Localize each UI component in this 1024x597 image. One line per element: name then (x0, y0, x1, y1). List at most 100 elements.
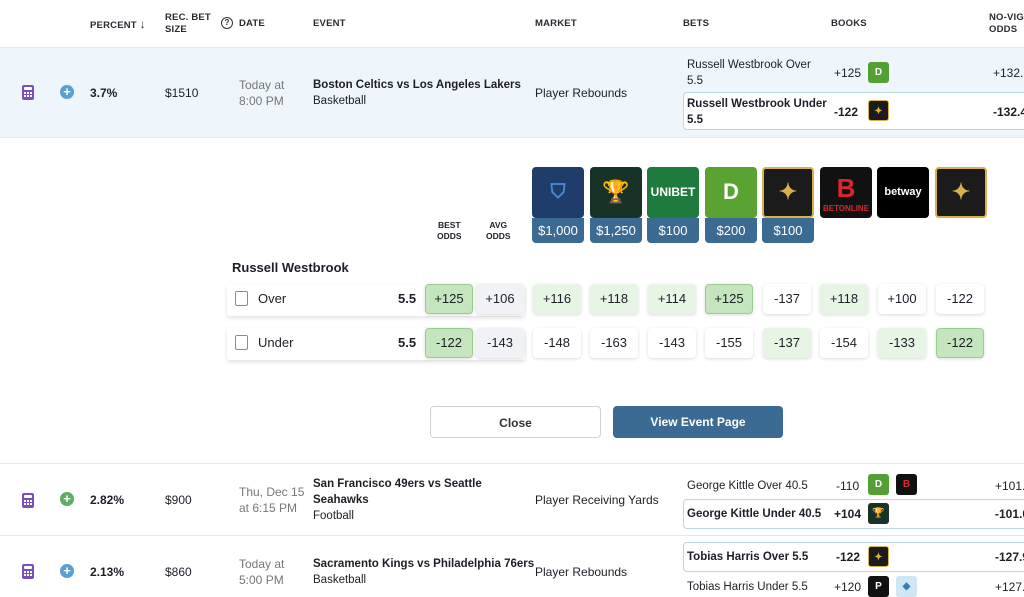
over-odds-betrivers[interactable]: -137 (763, 284, 811, 314)
col-percent-header[interactable]: PERCENT ↓ (90, 17, 146, 31)
draftkings-book-icon[interactable]: D (868, 474, 889, 495)
player-name: Russell Westbrook (232, 260, 349, 275)
under-odds-betrivers-2[interactable]: -122 (936, 328, 984, 358)
bet-name-line-2: 5.5 (687, 75, 703, 87)
calculator-icon[interactable] (22, 85, 34, 100)
under-odds-draftkings[interactable]: -155 (705, 328, 753, 358)
over-odds-betrivers-2[interactable]: -122 (936, 284, 984, 314)
no-vig-odds: -101.0 (995, 507, 1024, 521)
over-odds-caesars[interactable]: +118 (590, 284, 638, 314)
expand-icon[interactable]: + (60, 492, 74, 506)
event-name[interactable]: San Francisco 49ers vs Seattle (313, 478, 482, 490)
under-best-odds[interactable]: -122 (425, 328, 473, 358)
under-odds-caesars[interactable]: -163 (590, 328, 638, 358)
bet-odds: +125 (834, 66, 862, 80)
best-bet-box[interactable] (683, 542, 1024, 572)
unibet-logo: UNIBET (647, 167, 699, 218)
bet-name-line-1: Russell Westbrook Under (687, 98, 827, 110)
bet-name-line-1: Russell Westbrook Over (687, 59, 811, 71)
book-limit: $100 (647, 218, 699, 243)
calculator-icon[interactable] (22, 564, 34, 579)
bet-odds: +104 (834, 507, 862, 521)
col-market-header: MARKET (535, 18, 577, 29)
table-row[interactable]: + 3.7% $1510 Today at 8:00 PM Boston Cel… (0, 48, 1024, 138)
col-date-header: DATE (239, 18, 265, 29)
date-line-2: at 6:15 PM (239, 501, 298, 515)
under-odds-fanduel[interactable]: -148 (533, 328, 581, 358)
betonline-book-icon[interactable]: B (896, 474, 917, 495)
under-odds-betway[interactable]: -133 (878, 328, 926, 358)
bet-odds: -122 (834, 105, 859, 119)
ticket-icon (235, 335, 248, 350)
under-odds-betrivers[interactable]: -137 (763, 328, 811, 358)
bet-odds: -110 (836, 479, 860, 493)
betrivers-logo: ✦ (762, 167, 814, 218)
caesars-logo: 🏆 (590, 167, 642, 218)
bet-name: Tobias Harris Over 5.5 (687, 551, 809, 563)
bet-name: George Kittle Over 40.5 (687, 480, 808, 492)
bet-odds: +120 (834, 580, 862, 594)
betrivers-logo: ✦ (935, 167, 987, 218)
bet-odds: -122 (836, 550, 861, 564)
close-button[interactable]: Close (430, 406, 601, 438)
bet-size-value: $1510 (165, 86, 199, 100)
expand-icon[interactable]: + (60, 85, 74, 99)
date-line-1: Today at (239, 557, 285, 571)
book-limit: $200 (705, 218, 757, 243)
table-row[interactable]: + 2.13% $860 Today at 5:00 PM Sacramento… (0, 536, 1024, 597)
col-no-vig-header: NO-VIG ODDS (989, 12, 1024, 35)
percent-value: 3.7% (90, 86, 118, 100)
over-odds-fanduel[interactable]: +116 (533, 284, 581, 314)
betrivers-book-icon[interactable]: ✦ (868, 100, 889, 121)
over-odds-unibet[interactable]: +114 (648, 284, 696, 314)
table-row[interactable]: + 2.82% $900 Thu, Dec 15 at 6:15 PM San … (0, 464, 1024, 536)
market-value: Player Receiving Yards (535, 493, 659, 507)
betway-logo: betway (877, 167, 929, 218)
over-avg-odds: +106 (476, 284, 524, 314)
help-icon[interactable]: ? (221, 17, 233, 29)
book-limit: $1,250 (590, 218, 642, 243)
bet-name: Tobias Harris Under 5.5 (687, 581, 808, 593)
under-odds-unibet[interactable]: -143 (648, 328, 696, 358)
market-value: Player Rebounds (535, 86, 628, 100)
sort-arrow-icon[interactable]: ↓ (139, 17, 146, 31)
event-name[interactable]: Boston Celtics vs Los Angeles Lakers (313, 79, 521, 91)
event-name[interactable]: Sacramento Kings vs Philadelphia 76ers (313, 558, 535, 570)
date-line-2: 5:00 PM (239, 573, 284, 587)
view-event-page-button[interactable]: View Event Page (613, 406, 783, 438)
over-odds-betonline[interactable]: +118 (820, 284, 868, 314)
event-name-line-2[interactable]: Seahawks (313, 494, 369, 506)
caesars-book-icon[interactable]: 🏆 (868, 503, 889, 524)
event-sport: Basketball (313, 95, 367, 107)
bet-size-value: $860 (165, 565, 192, 579)
best-bet-box[interactable] (683, 499, 1024, 529)
over-best-odds[interactable]: +125 (425, 284, 473, 314)
book-icon[interactable]: ◆ (896, 576, 917, 597)
over-odds-betway[interactable]: +100 (878, 284, 926, 314)
event-sport: Basketball (313, 574, 367, 586)
no-vig-odds: +101. (995, 479, 1024, 493)
market-value: Player Rebounds (535, 565, 628, 579)
expand-icon[interactable]: + (60, 564, 74, 578)
draftkings-book-icon[interactable]: D (868, 62, 889, 83)
under-odds-betonline[interactable]: -154 (820, 328, 868, 358)
best-bet-box[interactable] (683, 92, 1024, 130)
date-line-2: 8:00 PM (239, 94, 284, 108)
calculator-icon[interactable] (22, 493, 34, 508)
fanduel-logo: ⛉ (532, 167, 584, 218)
avg-odds-label: AVG ODDS (486, 220, 511, 241)
date-line-1: Today at (239, 78, 285, 92)
over-odds-draftkings[interactable]: +125 (705, 284, 753, 314)
bet-size-value: $900 (165, 493, 192, 507)
percent-value: 2.82% (90, 493, 125, 507)
col-bets-header: BETS (683, 18, 710, 29)
draftkings-logo: D (705, 167, 757, 218)
no-vig-odds: -127.9 (995, 550, 1024, 564)
no-vig-odds: +127. (995, 580, 1024, 594)
detail-panel: ⛉ 🏆 UNIBET D ✦ B BETONLINE betway ✦ (0, 138, 1024, 464)
pointsbet-book-icon[interactable]: P (868, 576, 889, 597)
betrivers-book-icon[interactable]: ✦ (868, 546, 889, 567)
bet-name: George Kittle Under 40.5 (687, 508, 822, 520)
event-sport: Football (313, 510, 354, 522)
percent-value: 2.13% (90, 565, 125, 579)
